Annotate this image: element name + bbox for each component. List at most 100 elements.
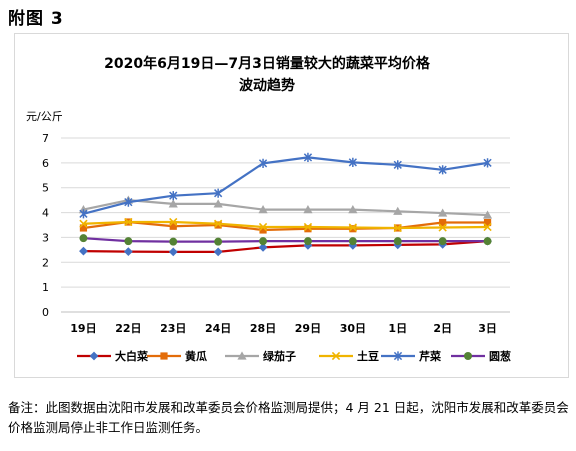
legend-marker xyxy=(464,352,472,360)
data-point xyxy=(259,226,267,234)
x-tick-label: 23日 xyxy=(160,322,186,335)
data-point xyxy=(438,237,447,246)
series-4 xyxy=(79,152,492,219)
data-point xyxy=(303,152,313,162)
y-tick-label: 3 xyxy=(42,231,49,244)
data-point xyxy=(304,225,312,233)
data-point xyxy=(169,222,177,230)
data-point xyxy=(393,160,402,170)
series-line xyxy=(83,199,488,217)
data-point xyxy=(79,209,88,219)
data-point xyxy=(214,221,222,229)
legend-label: 绿茄子 xyxy=(263,349,296,363)
data-point xyxy=(438,208,448,217)
series-5 xyxy=(79,234,492,246)
legend-item-4: 芹菜 xyxy=(381,349,442,363)
data-point xyxy=(169,191,178,201)
legend-label: 黄瓜 xyxy=(185,349,207,363)
data-point xyxy=(258,204,268,214)
data-point xyxy=(483,218,492,227)
data-point xyxy=(258,158,268,168)
chart-frame: 2020年6月19日—7月3日销量较大的蔬菜平均价格 波动趋势 元/公斤 0 1 2… xyxy=(14,33,569,378)
data-point xyxy=(214,237,223,246)
series-2 xyxy=(78,195,493,219)
data-point xyxy=(124,237,133,246)
data-point xyxy=(213,199,223,208)
series-line xyxy=(83,156,488,215)
x-tick-label: 22日 xyxy=(115,322,141,335)
legend-label: 圆葱 xyxy=(489,349,511,363)
data-point xyxy=(258,222,268,232)
legend-item-0: 大白菜 xyxy=(77,349,149,363)
data-point xyxy=(483,222,492,232)
data-point xyxy=(348,157,357,167)
data-point xyxy=(483,237,492,246)
y-tick-label: 6 xyxy=(42,157,49,170)
data-point xyxy=(348,223,358,232)
data-point xyxy=(393,223,402,233)
data-point xyxy=(169,217,178,227)
data-point xyxy=(213,219,223,228)
y-tick-label: 0 xyxy=(42,306,49,319)
x-tick-label: 2日 xyxy=(433,322,452,335)
series-0 xyxy=(79,236,492,257)
y-tick-label: 4 xyxy=(42,207,49,220)
data-point xyxy=(348,204,358,214)
data-point xyxy=(168,199,178,208)
data-point xyxy=(79,246,88,256)
x-tick-label: 28日 xyxy=(250,322,276,335)
data-point xyxy=(124,217,133,227)
series-line xyxy=(83,220,488,230)
legend-marker xyxy=(237,351,247,360)
data-point xyxy=(439,218,447,227)
data-point xyxy=(482,210,493,219)
data-point xyxy=(348,237,357,246)
data-point xyxy=(303,237,312,246)
y-tick-label: 7 xyxy=(42,132,49,145)
legend-marker xyxy=(160,352,168,360)
x-tick-label: 19日 xyxy=(70,322,96,335)
x-tick-label: 24日 xyxy=(205,322,231,335)
data-point xyxy=(483,158,492,168)
legend-label: 大白菜 xyxy=(115,349,149,363)
x-tick-label: 1日 xyxy=(388,322,407,335)
figure-label: 附图 3 xyxy=(8,9,64,29)
series-1 xyxy=(79,218,492,234)
data-point xyxy=(438,165,447,175)
y-axis-label: 元/公斤 xyxy=(26,110,63,123)
data-point xyxy=(393,237,402,246)
data-point xyxy=(438,223,447,232)
chart-title-line2: 波动趋势 xyxy=(239,77,295,94)
data-point xyxy=(123,247,133,256)
data-point xyxy=(79,219,88,228)
series-line xyxy=(83,220,488,232)
legend-marker xyxy=(331,351,341,361)
price-trend-chart: 2020年6月19日—7月3日销量较大的蔬菜平均价格 波动趋势 元/公斤 0 1 2… xyxy=(26,55,511,363)
data-point xyxy=(168,247,178,257)
data-point xyxy=(349,225,357,233)
data-point xyxy=(259,237,268,246)
legend-label: 芹菜 xyxy=(419,349,442,363)
data-point xyxy=(214,188,223,198)
legend-marker xyxy=(89,351,99,361)
y-tick-label: 5 xyxy=(42,182,49,195)
data-point xyxy=(213,247,223,257)
data-point xyxy=(79,224,88,232)
legend-item-5: 圆葱 xyxy=(451,349,511,363)
legend-item-3: 土豆 xyxy=(319,349,379,363)
legend-item-1: 黄瓜 xyxy=(147,349,207,363)
y-tick-label: 2 xyxy=(42,256,49,269)
data-point xyxy=(303,204,313,214)
footnote: 备注：此图数据由沈阳市发展和改革委员会价格监测局提供；4 月 21 日起，沈阳市… xyxy=(8,400,569,435)
legend-marker xyxy=(393,351,403,361)
legend-item-2: 绿茄子 xyxy=(225,349,296,363)
data-point xyxy=(169,237,178,246)
series-line xyxy=(83,237,488,243)
y-tick-label: 1 xyxy=(42,281,49,294)
chart-title-line1: 2020年6月19日—7月3日销量较大的蔬菜平均价格 xyxy=(104,55,431,72)
legend-label: 土豆 xyxy=(357,349,379,363)
series-3 xyxy=(79,217,492,233)
x-tick-label: 30日 xyxy=(340,322,366,335)
data-point xyxy=(303,222,313,232)
data-point xyxy=(258,242,268,252)
